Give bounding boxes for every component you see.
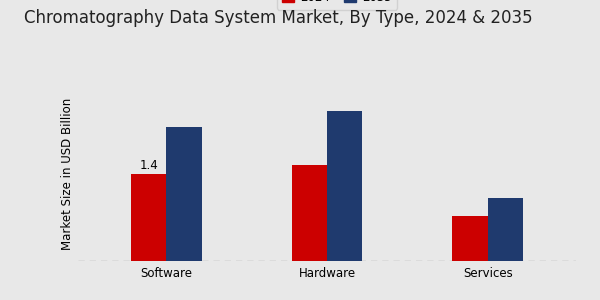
Bar [327, 111, 362, 261]
Bar [292, 165, 327, 261]
Bar [488, 198, 523, 261]
Bar [131, 174, 166, 261]
Text: Chromatography Data System Market, By Type, 2024 & 2035: Chromatography Data System Market, By Ty… [24, 9, 533, 27]
Legend: 2024, 2035: 2024, 2035 [277, 0, 397, 10]
Text: 1.4: 1.4 [139, 158, 158, 172]
Bar [166, 128, 202, 261]
Y-axis label: Market Size in USD Billion: Market Size in USD Billion [61, 98, 74, 250]
Bar [452, 216, 488, 261]
